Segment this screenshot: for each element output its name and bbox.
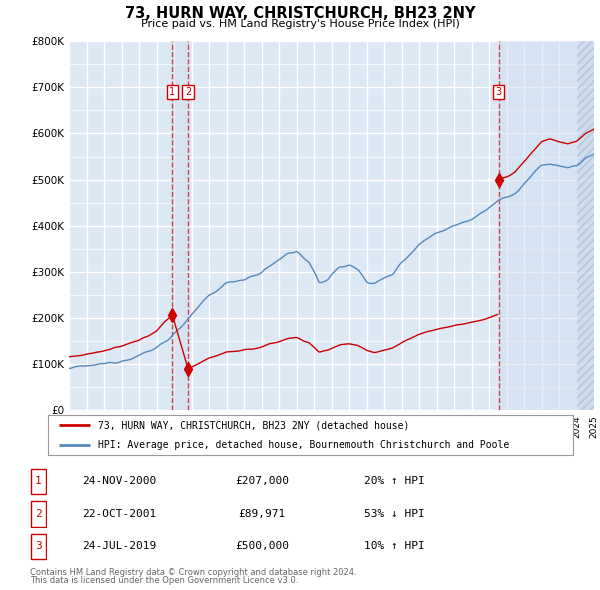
Text: 22-OCT-2001: 22-OCT-2001 bbox=[83, 509, 157, 519]
Text: 24-NOV-2000: 24-NOV-2000 bbox=[83, 477, 157, 486]
Text: 53% ↓ HPI: 53% ↓ HPI bbox=[364, 509, 425, 519]
Text: 2: 2 bbox=[185, 87, 191, 97]
Text: Price paid vs. HM Land Registry's House Price Index (HPI): Price paid vs. HM Land Registry's House … bbox=[140, 19, 460, 30]
Text: 3: 3 bbox=[35, 542, 42, 551]
Bar bbox=[577, 41, 594, 410]
Text: 24-JUL-2019: 24-JUL-2019 bbox=[83, 542, 157, 551]
Text: 20% ↑ HPI: 20% ↑ HPI bbox=[364, 477, 425, 486]
Text: 2: 2 bbox=[35, 509, 42, 519]
Bar bbox=[172, 41, 188, 410]
Text: 1: 1 bbox=[169, 87, 175, 97]
FancyBboxPatch shape bbox=[31, 501, 46, 527]
Text: £500,000: £500,000 bbox=[235, 542, 289, 551]
Text: 1: 1 bbox=[35, 477, 42, 486]
Text: 10% ↑ HPI: 10% ↑ HPI bbox=[364, 542, 425, 551]
Text: 73, HURN WAY, CHRISTCHURCH, BH23 2NY (detached house): 73, HURN WAY, CHRISTCHURCH, BH23 2NY (de… bbox=[98, 421, 409, 430]
FancyBboxPatch shape bbox=[31, 533, 46, 559]
Text: £89,971: £89,971 bbox=[239, 509, 286, 519]
Text: £207,000: £207,000 bbox=[235, 477, 289, 486]
Text: 3: 3 bbox=[496, 87, 502, 97]
Text: This data is licensed under the Open Government Licence v3.0.: This data is licensed under the Open Gov… bbox=[30, 576, 298, 585]
FancyBboxPatch shape bbox=[31, 468, 46, 494]
Text: Contains HM Land Registry data © Crown copyright and database right 2024.: Contains HM Land Registry data © Crown c… bbox=[30, 568, 356, 577]
Text: HPI: Average price, detached house, Bournemouth Christchurch and Poole: HPI: Average price, detached house, Bour… bbox=[98, 441, 509, 450]
Bar bbox=[499, 41, 577, 410]
FancyBboxPatch shape bbox=[48, 415, 573, 455]
Text: 73, HURN WAY, CHRISTCHURCH, BH23 2NY: 73, HURN WAY, CHRISTCHURCH, BH23 2NY bbox=[125, 6, 475, 21]
